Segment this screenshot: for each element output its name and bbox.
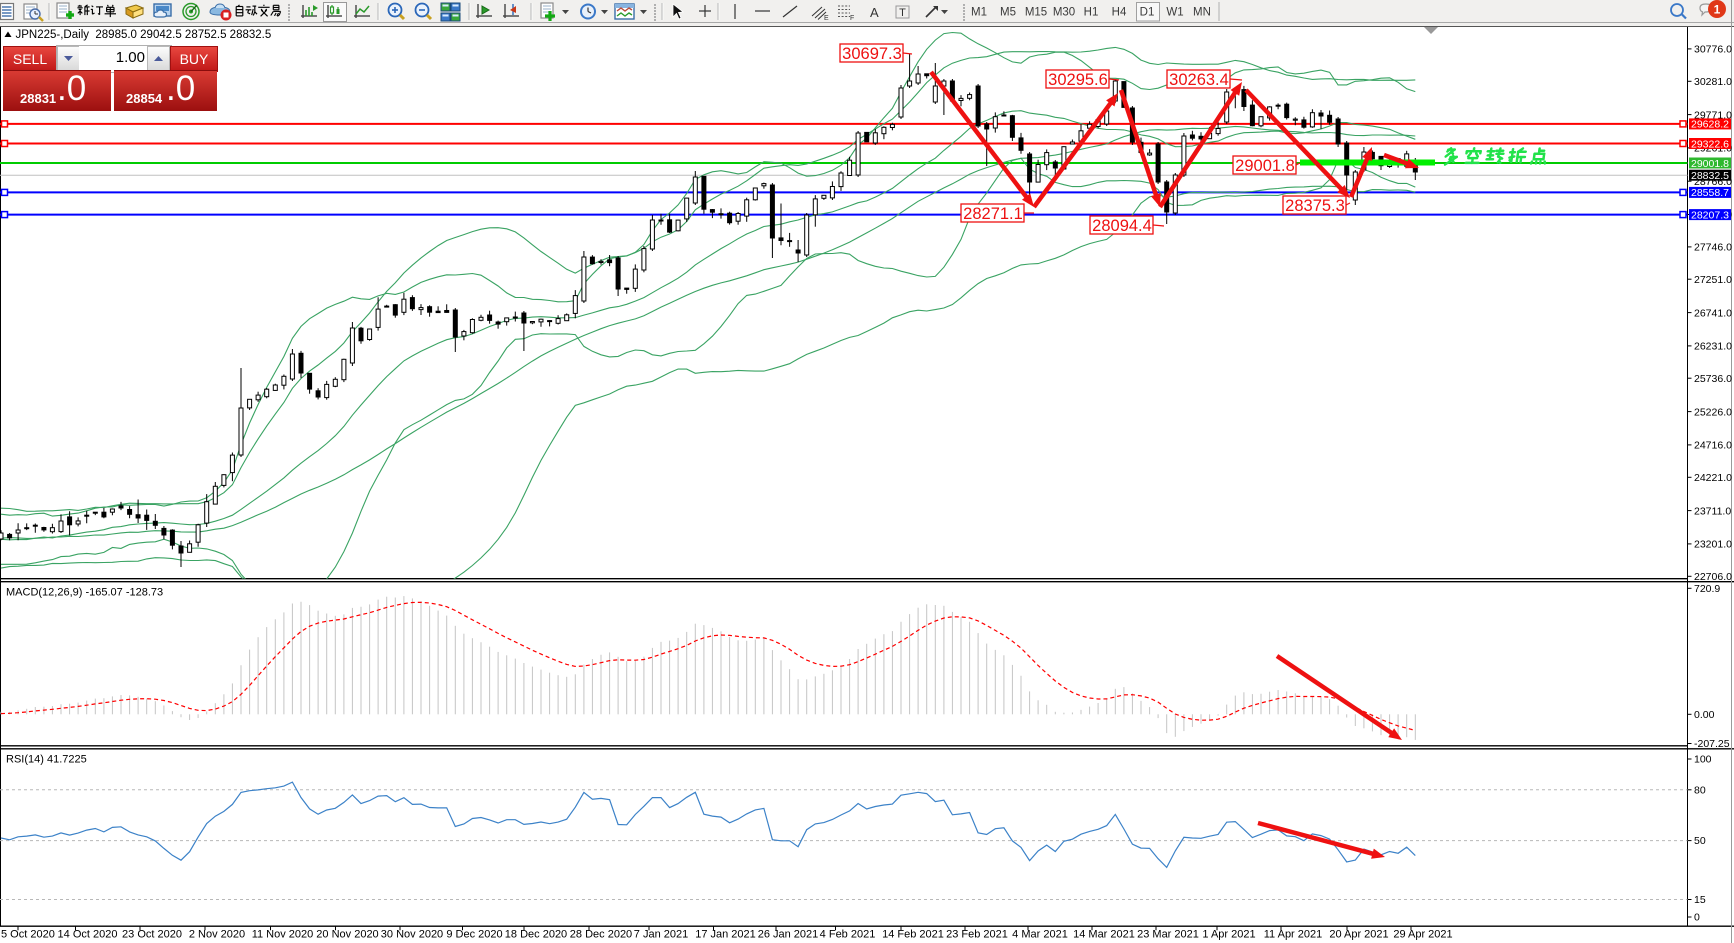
svg-text:28375.3: 28375.3 (1285, 197, 1345, 215)
svg-text:0: 0 (1694, 912, 1700, 924)
svg-text:A: A (870, 5, 879, 20)
svg-text:23201.0: 23201.0 (1694, 539, 1732, 551)
svg-text:25226.0: 25226.0 (1694, 406, 1732, 418)
svg-text:M5: M5 (1000, 7, 1016, 19)
svg-text:2 Nov 2020: 2 Nov 2020 (189, 929, 245, 941)
svg-text:4 Mar 2021: 4 Mar 2021 (1012, 929, 1068, 941)
svg-text:29628.2: 29628.2 (1691, 119, 1729, 131)
svg-text:28558.7: 28558.7 (1691, 187, 1729, 199)
svg-text:100: 100 (1694, 754, 1712, 766)
svg-text:23 Oct 2020: 23 Oct 2020 (122, 929, 182, 941)
svg-text:26231.0: 26231.0 (1694, 341, 1732, 353)
svg-text:RSI(14) 41.7225: RSI(14) 41.7225 (6, 754, 87, 766)
svg-text:28094.4: 28094.4 (1092, 217, 1152, 235)
svg-text:11 Apr 2021: 11 Apr 2021 (1264, 929, 1323, 941)
svg-text:0.00: 0.00 (1694, 709, 1715, 721)
svg-text:30 Nov 2020: 30 Nov 2020 (381, 929, 443, 941)
svg-text:1 Apr 2021: 1 Apr 2021 (1202, 929, 1255, 941)
svg-text:7 Jan 2021: 7 Jan 2021 (634, 929, 688, 941)
svg-text:23 Mar 2021: 23 Mar 2021 (1137, 929, 1199, 941)
svg-text:27746.0: 27746.0 (1694, 242, 1732, 254)
svg-text:29001.8: 29001.8 (1691, 158, 1729, 170)
svg-text:14 Oct 2020: 14 Oct 2020 (58, 929, 118, 941)
svg-text:1: 1 (1714, 3, 1721, 17)
svg-text:W1: W1 (1166, 7, 1183, 19)
svg-text:15: 15 (1694, 894, 1706, 906)
svg-text:22706.0: 22706.0 (1694, 571, 1732, 583)
svg-text:30697.3: 30697.3 (842, 45, 902, 63)
svg-text:28832.5: 28832.5 (1691, 170, 1729, 182)
svg-text:H1: H1 (1084, 7, 1099, 19)
svg-text:F: F (850, 15, 854, 22)
svg-text:T: T (899, 7, 906, 19)
svg-text:30281.0: 30281.0 (1694, 76, 1732, 88)
svg-text:23 Feb 2021: 23 Feb 2021 (946, 929, 1008, 941)
svg-text:18 Dec 2020: 18 Dec 2020 (505, 929, 567, 941)
svg-text:24716.0: 24716.0 (1694, 440, 1732, 452)
svg-text:30295.6: 30295.6 (1048, 71, 1108, 89)
svg-text:M30: M30 (1053, 7, 1075, 19)
svg-text:29 Apr 2021: 29 Apr 2021 (1393, 929, 1452, 941)
svg-text:29771.0: 29771.0 (1694, 109, 1732, 121)
svg-text:D1: D1 (1140, 7, 1155, 19)
svg-text:20 Nov 2020: 20 Nov 2020 (316, 929, 378, 941)
svg-text:28207.3: 28207.3 (1691, 209, 1729, 221)
svg-text:24221.0: 24221.0 (1694, 472, 1732, 484)
svg-text:25736.0: 25736.0 (1694, 373, 1732, 385)
svg-text:JPN225-,Daily 28985.0 29042.5: JPN225-,Daily 28985.0 29042.5 28752.5 28… (16, 29, 272, 41)
svg-text:27251.0: 27251.0 (1694, 274, 1732, 286)
svg-text:28 Dec 2020: 28 Dec 2020 (570, 929, 632, 941)
svg-text:M1: M1 (971, 7, 987, 19)
svg-text:17 Jan 2021: 17 Jan 2021 (695, 929, 756, 941)
svg-text:30263.4: 30263.4 (1169, 71, 1229, 89)
svg-text:M15: M15 (1025, 7, 1047, 19)
svg-text:50: 50 (1694, 835, 1706, 847)
svg-text:30776.0: 30776.0 (1694, 44, 1732, 56)
svg-text:23711.0: 23711.0 (1694, 505, 1731, 517)
svg-text:14 Feb 2021: 14 Feb 2021 (882, 929, 944, 941)
svg-text:28271.1: 28271.1 (963, 205, 1023, 223)
svg-text:26741.0: 26741.0 (1694, 307, 1732, 319)
svg-text:4 Feb 2021: 4 Feb 2021 (820, 929, 876, 941)
svg-text:9 Dec 2020: 9 Dec 2020 (446, 929, 502, 941)
svg-text:720.9: 720.9 (1694, 583, 1720, 595)
svg-text:11 Nov 2020: 11 Nov 2020 (252, 929, 314, 941)
svg-text:-207.25: -207.25 (1694, 738, 1730, 750)
svg-text:E: E (824, 15, 829, 22)
svg-text:26 Jan 2021: 26 Jan 2021 (758, 929, 819, 941)
svg-text:14 Mar 2021: 14 Mar 2021 (1073, 929, 1135, 941)
svg-text:MACD(12,26,9) -165.07 -128.73: MACD(12,26,9) -165.07 -128.73 (6, 587, 163, 599)
svg-text:5 Oct 2020: 5 Oct 2020 (1, 929, 55, 941)
svg-text:80: 80 (1694, 784, 1706, 796)
svg-text:20 Apr 2021: 20 Apr 2021 (1329, 929, 1388, 941)
svg-text:29001.8: 29001.8 (1235, 157, 1295, 175)
svg-text:H4: H4 (1112, 7, 1127, 19)
svg-text:29322.6: 29322.6 (1691, 138, 1729, 150)
svg-text:MN: MN (1193, 7, 1211, 19)
